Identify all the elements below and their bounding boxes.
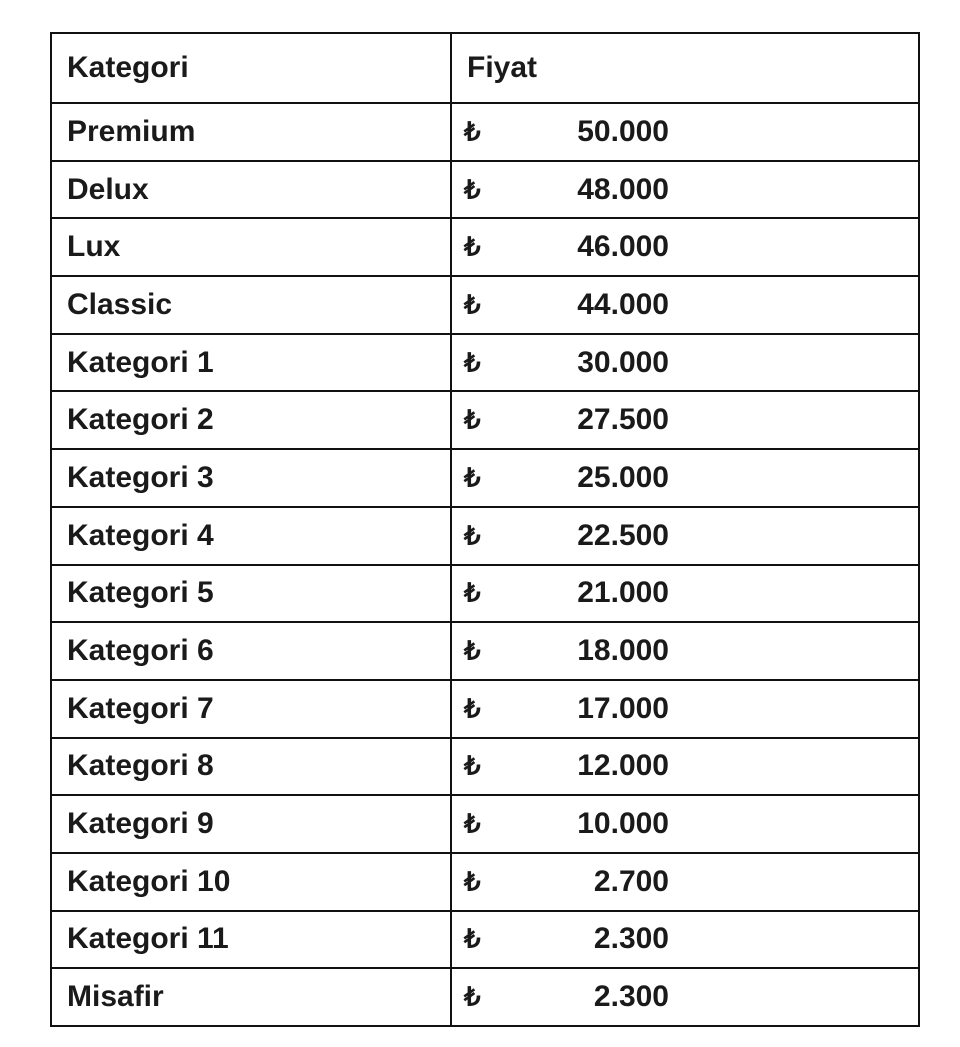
price-cell: ₺ 22.500 xyxy=(450,505,920,566)
lira-icon: ₺ xyxy=(464,174,481,205)
category-cell: Delux xyxy=(50,159,452,220)
price-cell: ₺ 12.000 xyxy=(450,736,920,797)
lira-icon: ₺ xyxy=(464,347,481,378)
price-value: 10.000 xyxy=(577,807,669,841)
table-row: Kategori 6 ₺ 18.000 xyxy=(50,621,920,681)
header-category: Kategori xyxy=(50,32,452,104)
price-table: Kategori Fiyat Premium ₺ 50.000 Delux ₺ 48.00… xyxy=(50,32,920,1027)
table-row: Kategori 11 ₺ 2.300 xyxy=(50,909,920,970)
price-value: 46.000 xyxy=(577,230,669,264)
category-cell: Kategori 9 xyxy=(50,794,452,854)
category-cell: Premium xyxy=(50,102,452,162)
category-cell: Kategori 8 xyxy=(50,736,452,797)
table-row: Kategori 3 ₺ 25.000 xyxy=(50,448,920,508)
table-row: Delux ₺ 48.000 xyxy=(50,159,920,220)
price-value: 18.000 xyxy=(577,634,669,668)
price-cell: ₺ 48.000 xyxy=(450,159,920,220)
price-value: 21.000 xyxy=(577,576,669,610)
price-cell: ₺ 2.300 xyxy=(450,909,920,970)
lira-icon: ₺ xyxy=(464,116,481,147)
category-cell: Classic xyxy=(50,275,452,335)
price-cell: ₺ 30.000 xyxy=(450,332,920,393)
price-cell: ₺ 25.000 xyxy=(450,448,920,508)
price-cell: ₺ 10.000 xyxy=(450,794,920,854)
lira-icon: ₺ xyxy=(464,635,481,666)
category-cell: Kategori 2 xyxy=(50,390,452,451)
price-cell: ₺ 2.700 xyxy=(450,851,920,912)
category-cell: Kategori 7 xyxy=(50,678,452,739)
price-value: 2.700 xyxy=(593,864,669,898)
price-value: 50.000 xyxy=(577,114,669,148)
lira-icon: ₺ xyxy=(464,289,481,320)
price-value: 44.000 xyxy=(577,287,669,321)
price-value: 30.000 xyxy=(577,345,669,379)
lira-icon: ₺ xyxy=(464,981,481,1012)
table-row: Kategori 10 ₺ 2.700 xyxy=(50,851,920,912)
price-cell: ₺ 44.000 xyxy=(450,275,920,335)
lira-icon: ₺ xyxy=(464,520,481,551)
lira-icon: ₺ xyxy=(464,866,481,897)
category-cell: Misafir xyxy=(50,967,452,1027)
price-cell: ₺ 17.000 xyxy=(450,678,920,739)
lira-icon: ₺ xyxy=(464,808,481,839)
price-value: 22.500 xyxy=(577,518,669,552)
header-price: Fiyat xyxy=(450,32,920,104)
price-value: 2.300 xyxy=(593,922,669,956)
lira-icon: ₺ xyxy=(464,577,481,608)
table-row: Kategori 8 ₺ 12.000 xyxy=(50,736,920,797)
table-row: Kategori 1 ₺ 30.000 xyxy=(50,332,920,393)
category-cell: Kategori 4 xyxy=(50,505,452,566)
price-cell: ₺ 46.000 xyxy=(450,217,920,278)
table-row: Misafir ₺ 2.300 xyxy=(50,967,920,1027)
category-cell: Kategori 10 xyxy=(50,851,452,912)
price-cell: ₺ 27.500 xyxy=(450,390,920,451)
price-cell: ₺ 50.000 xyxy=(450,102,920,162)
category-cell: Kategori 11 xyxy=(50,909,452,970)
price-cell: ₺ 2.300 xyxy=(450,967,920,1027)
table-row: Kategori 7 ₺ 17.000 xyxy=(50,678,920,739)
table-row: Kategori 2 ₺ 27.500 xyxy=(50,390,920,451)
category-cell: Kategori 5 xyxy=(50,563,452,624)
lira-icon: ₺ xyxy=(464,404,481,435)
table-row: Classic ₺ 44.000 xyxy=(50,275,920,335)
price-value: 17.000 xyxy=(577,691,669,725)
category-cell: Kategori 1 xyxy=(50,332,452,393)
lira-icon: ₺ xyxy=(464,923,481,954)
price-value: 25.000 xyxy=(577,460,669,494)
lira-icon: ₺ xyxy=(464,231,481,262)
table-row: Kategori 4 ₺ 22.500 xyxy=(50,505,920,566)
price-value: 48.000 xyxy=(577,172,669,206)
price-value: 27.500 xyxy=(577,403,669,437)
lira-icon: ₺ xyxy=(464,750,481,781)
category-cell: Kategori 6 xyxy=(50,621,452,681)
table-row: Kategori 5 ₺ 21.000 xyxy=(50,563,920,624)
lira-icon: ₺ xyxy=(464,462,481,493)
price-value: 2.300 xyxy=(593,980,669,1014)
category-cell: Kategori 3 xyxy=(50,448,452,508)
price-cell: ₺ 21.000 xyxy=(450,563,920,624)
lira-icon: ₺ xyxy=(464,693,481,724)
category-cell: Lux xyxy=(50,217,452,278)
price-cell: ₺ 18.000 xyxy=(450,621,920,681)
table-row: Premium ₺ 50.000 xyxy=(50,102,920,162)
table-row: Kategori 9 ₺ 10.000 xyxy=(50,794,920,854)
table-header-row: Kategori Fiyat xyxy=(50,32,920,104)
price-value: 12.000 xyxy=(577,749,669,783)
table-row: Lux ₺ 46.000 xyxy=(50,217,920,278)
